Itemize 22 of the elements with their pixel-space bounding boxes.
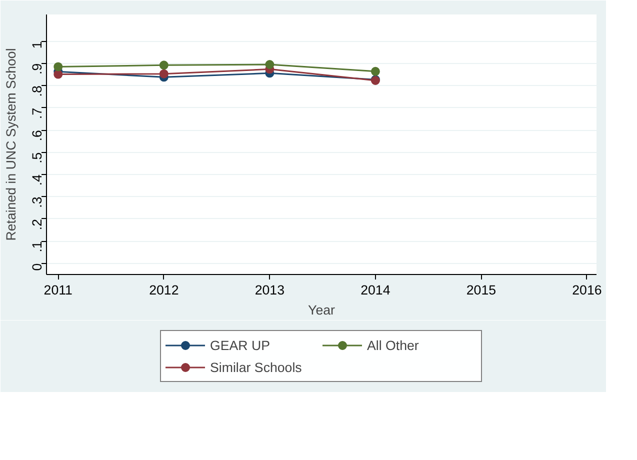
- x-tick-label: 2015: [466, 282, 496, 298]
- x-tick-label: 2014: [360, 282, 391, 298]
- y-tick-label: .3: [30, 196, 44, 208]
- legend-label: GEAR UP: [210, 338, 271, 352]
- x-tick-label: 2012: [149, 282, 179, 298]
- y-tick-label: .8: [30, 86, 44, 97]
- y-tick-label: .1: [30, 241, 44, 252]
- y-tick-label: 0: [30, 263, 44, 271]
- y-tick-label: 1: [30, 41, 44, 49]
- y-tick-label: .7: [30, 108, 44, 119]
- y-axis-title: Retained in UNC System School: [4, 48, 18, 241]
- y-tick-label: .4: [30, 174, 44, 186]
- x-tick-label: 2013: [254, 282, 285, 298]
- y-tick-label: .2: [30, 218, 44, 230]
- y-tick-label: .9: [30, 63, 44, 75]
- legend-label: All Other: [367, 338, 420, 352]
- x-tick-label: 2016: [572, 282, 602, 298]
- y-tick-label: .5: [30, 152, 44, 164]
- y-tick-label: .6: [30, 130, 44, 142]
- legend-label: Similar Schools: [210, 360, 303, 374]
- x-axis-title: Year: [308, 302, 336, 318]
- x-tick-label: 2011: [44, 282, 72, 298]
